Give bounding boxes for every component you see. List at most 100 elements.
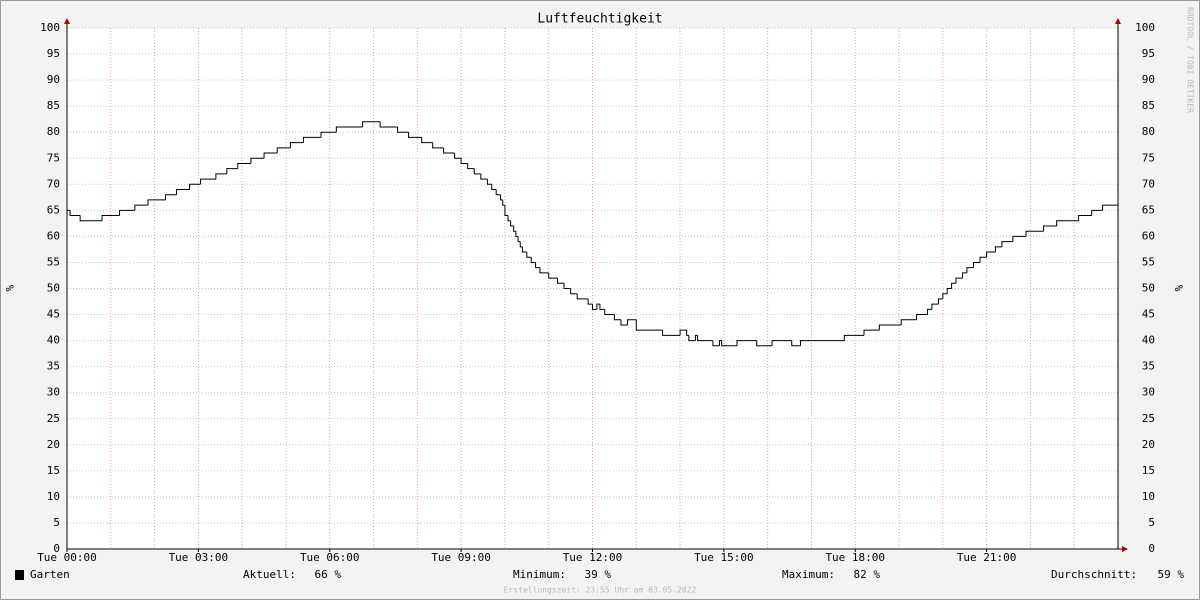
legend: Garten Aktuell: 66 % Minimum: 39 % Maximum: 82… [15,568,1184,581]
line-step [175,189,190,195]
y-tick-label-right: 100 [1135,21,1155,34]
line-step [467,163,475,170]
y-tick-label: 10 [47,490,60,503]
y-axis-label: % [3,285,16,292]
data-layer [67,121,1118,347]
line-step [119,209,135,216]
line-step [165,194,177,200]
line-step [966,267,974,273]
y-tick-label-right: 80 [1142,125,1155,138]
line-step [517,236,521,243]
y-tick-label-right: 90 [1142,73,1155,86]
line-step [519,241,523,248]
y-tick-label-right: 25 [1142,412,1155,425]
line-step [200,178,216,185]
y-tick-label-right: 50 [1142,282,1155,295]
line-step [570,288,578,295]
line-step [432,142,444,149]
line-step [491,184,497,191]
y-tick-label-right: 0 [1148,542,1155,555]
y-tick-label-right: 75 [1142,151,1155,164]
line-step [1102,204,1118,211]
line-step [843,334,865,341]
line-step [189,183,201,190]
y-tick-label: 65 [47,203,60,216]
x-tick-label: Tue 06:00 [300,551,360,564]
line-step [942,293,948,299]
y-tick-label: 30 [47,386,60,399]
watermark: RRDTOOL / TOBI OETIKER [1186,7,1195,113]
chart-title: Luftfeuchtigkeit [537,12,662,27]
legend-swatch [15,570,24,580]
line-step [686,330,689,336]
x-tick-label: Tue 12:00 [563,551,623,564]
line-step [443,147,455,154]
line-step [521,246,527,253]
stat-label: Maximum: [782,568,835,581]
line-step [1012,235,1027,242]
line-step [500,194,503,201]
line-step [604,309,615,316]
line-step [480,173,488,180]
line-step [951,282,956,289]
line-step [69,210,81,217]
line-step [1091,209,1103,216]
line-step [237,162,251,169]
stat-label: Minimum: [513,568,566,581]
line-step [473,168,481,175]
legend-label: Garten [30,568,70,581]
line-step [979,256,987,263]
y-tick-label: 20 [47,438,60,451]
line-step [289,142,304,148]
y-tick-label: 45 [47,308,60,321]
line-step [592,304,597,310]
line-step [302,136,321,143]
line-step [771,340,792,346]
line-step [539,267,549,274]
line-step [1043,225,1057,232]
line-step [504,205,508,217]
line-step [460,158,468,164]
line-step [1078,215,1092,221]
line-step [962,272,967,279]
line-step [937,298,943,305]
line-step [486,179,492,185]
line-step [878,324,902,331]
line-step [635,319,663,331]
line-step [994,246,1002,253]
stat-label: Aktuell: [243,568,296,581]
y-tick-label: 100 [40,21,60,34]
line-step [863,329,880,336]
line-step [694,334,698,341]
line-step [379,121,398,128]
line-step [397,126,409,133]
stat-value: 59 % [1158,568,1185,581]
line-step [502,199,505,206]
line-step [596,303,600,310]
line-step [599,304,605,310]
line-step [530,257,536,263]
line-step [548,272,558,279]
line-step [147,199,166,206]
line-step [263,152,278,159]
line-step [931,303,939,310]
line-step [421,137,433,144]
y-tick-label: 5 [53,516,60,529]
line-step [1001,241,1013,247]
line-step [276,147,291,154]
line-step [515,231,519,237]
line-step [927,308,932,315]
y-axis-label-right: % [1172,285,1185,292]
line-step [1056,220,1079,226]
line-step [335,126,363,133]
line-step [507,215,511,222]
line-step [576,293,589,300]
y-tick-label: 35 [47,360,60,373]
line-step [955,277,963,284]
line-step [535,262,540,269]
line-step [587,298,593,305]
y-tick-label-right: 40 [1142,334,1155,347]
line-step [454,153,462,159]
line-step [688,335,696,342]
